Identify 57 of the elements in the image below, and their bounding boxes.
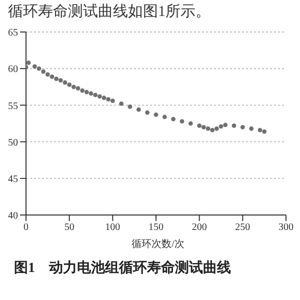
point [223, 122, 228, 128]
y-tick-label: 40 [8, 210, 18, 222]
x-tick-label: 300 [278, 222, 294, 234]
point [210, 128, 215, 132]
point [240, 124, 245, 130]
point [128, 104, 132, 109]
point [106, 97, 111, 102]
point [197, 123, 202, 128]
point [145, 110, 150, 115]
point [58, 78, 63, 83]
point [50, 74, 54, 79]
point [97, 94, 102, 99]
point [162, 114, 167, 120]
y-tick-label: 55 [8, 100, 18, 112]
text: 图1 动力电池组循环寿命测试曲线 [13, 259, 232, 277]
point [71, 84, 76, 90]
point [62, 80, 68, 85]
point [54, 76, 59, 82]
text: 循环寿命测试曲线如图1所示。 [7, 2, 212, 22]
point [41, 69, 46, 74]
point [154, 112, 158, 117]
x-tick-label: 100 [105, 222, 120, 234]
point [36, 66, 42, 71]
point [26, 60, 31, 65]
point [188, 121, 193, 126]
x-tick-label: 0 [24, 222, 28, 234]
point [232, 123, 236, 128]
point [206, 126, 210, 131]
point [76, 86, 80, 91]
point [136, 107, 141, 112]
y-tick-label: 65 [8, 28, 18, 39]
point [110, 98, 115, 104]
point [88, 91, 94, 96]
point [102, 96, 106, 100]
x-axis-title: 循环次数/次 [130, 238, 186, 252]
x-tick-label: 250 [235, 222, 250, 234]
y-tick-label: 50 [8, 137, 18, 148]
point [214, 126, 219, 131]
point [45, 72, 50, 77]
x-tick-label: 150 [148, 222, 164, 234]
x-tick-label: 200 [192, 222, 207, 234]
x-tick-label: 50 [64, 222, 74, 234]
point [84, 90, 89, 94]
point [80, 88, 85, 93]
y-tick-label: 60 [8, 64, 18, 76]
point [119, 102, 124, 106]
point [262, 129, 267, 134]
y-tick-label: 45 [8, 174, 18, 185]
point [201, 124, 206, 130]
point [32, 64, 37, 69]
point [249, 126, 254, 131]
point [258, 128, 262, 132]
point [67, 82, 72, 87]
point [218, 124, 224, 129]
point [180, 119, 184, 124]
point [171, 116, 176, 122]
point [93, 92, 98, 98]
